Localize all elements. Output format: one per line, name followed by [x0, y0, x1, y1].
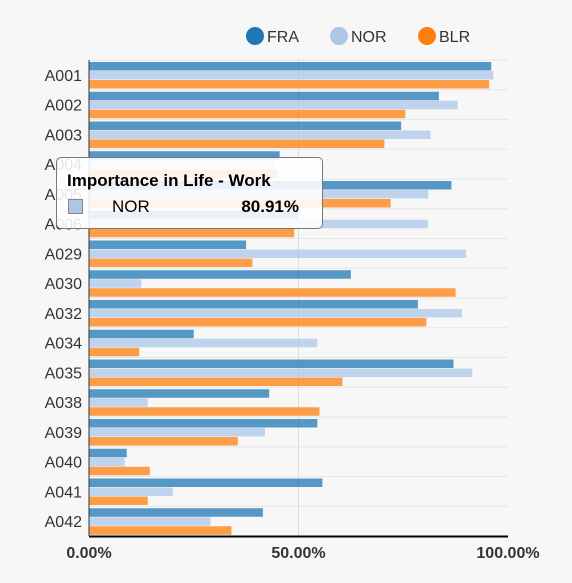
bar-nor-a039	[89, 428, 265, 437]
x-tick-label: 0.00%	[66, 545, 111, 562]
tooltip-title: Importance in Life - Work	[67, 171, 271, 190]
bar-blr-a029	[89, 258, 253, 267]
tooltip-value: 80.91%	[241, 197, 299, 216]
bar-nor-a029	[89, 249, 467, 258]
bar-blr-a038	[89, 407, 320, 416]
tooltip: Importance in Life - Work NOR 80.91%	[56, 157, 323, 229]
bar-nor-a041	[89, 487, 173, 496]
bar-nor-a030	[89, 279, 142, 288]
bar-fra-a035	[89, 359, 454, 368]
bar-nor-a042	[89, 517, 211, 526]
legend-label-fra: FRA	[267, 29, 299, 46]
bar-nor-a032	[89, 309, 462, 318]
bar-blr-a035	[89, 377, 343, 386]
bar-fra-a029	[89, 240, 247, 249]
bar-blr-a039	[89, 437, 238, 446]
x-tick-label: 50.00%	[271, 545, 325, 562]
bar-blr-a041	[89, 496, 148, 505]
category-label: A003	[45, 127, 82, 144]
category-label: A029	[45, 246, 82, 263]
category-label: A002	[45, 98, 82, 115]
bar-fra-a032	[89, 300, 418, 309]
bar-fra-a034	[89, 329, 194, 339]
category-label: A039	[45, 425, 82, 442]
bar-fra-a039	[89, 419, 318, 428]
bar-blr-a032	[89, 318, 427, 327]
bar-fra-a041	[89, 478, 323, 487]
bar-fra-a038	[89, 389, 270, 398]
tooltip-swatch	[68, 199, 83, 214]
bar-blr-a006	[89, 228, 295, 238]
bar-blr-a042	[89, 526, 232, 535]
bar-blr-a002	[89, 109, 406, 119]
bar-fra-a004	[89, 151, 280, 160]
bar-fra-a002	[89, 91, 439, 101]
bar-fra-a003	[89, 121, 402, 130]
category-label: A042	[45, 514, 82, 531]
bar-fra-a001	[89, 62, 492, 71]
bar-nor-a001	[89, 71, 494, 80]
bar-blr-a040	[89, 466, 150, 476]
bar-nor-a035	[89, 368, 473, 377]
category-label: A040	[45, 455, 82, 472]
bar-nor-a040	[89, 457, 125, 467]
legend-label-blr: BLR	[439, 29, 470, 46]
bar-blr-a003	[89, 139, 385, 148]
bar-fra-a030	[89, 270, 351, 279]
bar-blr-a001	[89, 80, 490, 89]
bar-nor-a034	[89, 338, 318, 348]
category-label: A038	[45, 395, 82, 412]
bar-nor-a003	[89, 130, 431, 139]
legend-label-nor: NOR	[351, 29, 387, 46]
legend-marker-nor	[330, 27, 348, 45]
legend-marker-fra	[246, 27, 264, 45]
bar-fra-a040	[89, 448, 127, 458]
bar-blr-a030	[89, 288, 456, 297]
bar-blr-a034	[89, 347, 140, 357]
category-label: A001	[45, 68, 82, 85]
category-label: A030	[45, 276, 82, 293]
bar-nor-a002	[89, 100, 458, 110]
legend-marker-blr	[418, 27, 436, 45]
bar-fra-a042	[89, 508, 263, 517]
category-label: A034	[45, 336, 82, 353]
category-label: A041	[45, 484, 82, 501]
bar-nor-a038	[89, 398, 148, 407]
tooltip-series: NOR	[112, 197, 150, 216]
category-label: A032	[45, 306, 82, 323]
x-tick-label: 100.00%	[476, 545, 539, 562]
category-label: A035	[45, 365, 82, 382]
